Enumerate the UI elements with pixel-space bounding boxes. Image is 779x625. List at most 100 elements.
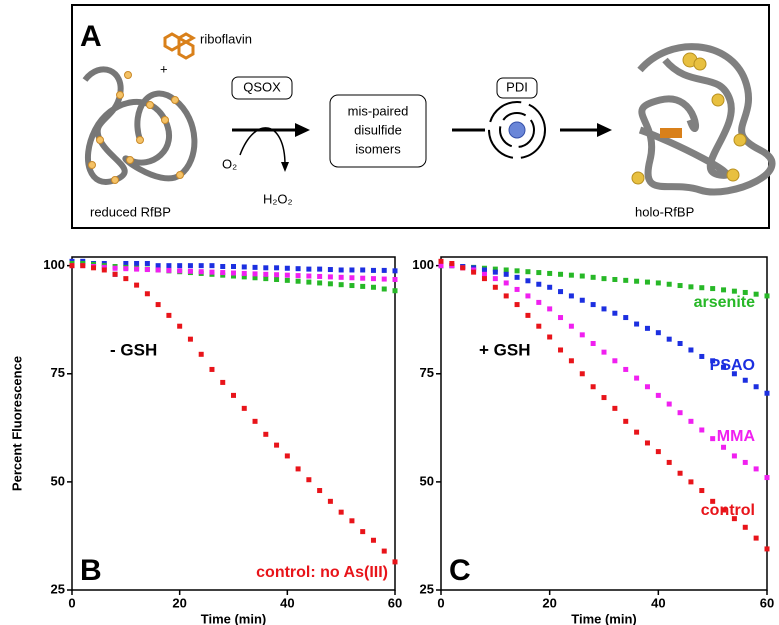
data-point xyxy=(525,312,531,318)
data-point xyxy=(677,283,683,289)
data-point xyxy=(601,395,607,401)
data-point xyxy=(306,273,312,279)
data-point xyxy=(370,284,376,290)
data-point xyxy=(481,267,487,273)
enzyme-label: QSOX xyxy=(243,79,281,94)
data-point xyxy=(764,293,770,299)
data-point xyxy=(514,286,520,292)
data-point xyxy=(306,266,312,272)
enzyme-box xyxy=(496,77,538,99)
data-point xyxy=(471,269,477,275)
riboflavin-icon xyxy=(163,32,197,60)
data-point xyxy=(666,336,672,342)
data-point xyxy=(306,477,312,483)
data-point xyxy=(764,475,770,481)
data-point xyxy=(381,286,387,292)
data-point xyxy=(123,276,129,282)
data-point xyxy=(568,358,574,364)
data-point xyxy=(655,280,661,286)
data-point xyxy=(134,260,140,266)
data-point xyxy=(274,272,280,278)
data-point xyxy=(634,429,640,435)
data-point xyxy=(481,271,487,277)
data-point xyxy=(317,273,323,279)
data-point xyxy=(612,310,618,316)
data-point xyxy=(514,268,520,274)
data-point xyxy=(252,418,258,424)
arrowhead xyxy=(295,123,310,137)
enzyme-label: PDI xyxy=(506,79,528,94)
data-point xyxy=(623,366,629,372)
data-point xyxy=(514,274,520,280)
data-point xyxy=(721,364,727,370)
data-point xyxy=(263,271,269,277)
data-point xyxy=(492,276,498,282)
data-point xyxy=(338,267,344,273)
data-point xyxy=(327,267,333,273)
data-point xyxy=(177,268,183,274)
x-tick-label: 60 xyxy=(760,595,774,610)
data-point xyxy=(349,267,355,273)
data-point xyxy=(327,281,333,287)
series-label: arsenite xyxy=(694,294,755,311)
data-point xyxy=(460,265,466,271)
y-tick-label: 25 xyxy=(51,581,65,596)
data-point xyxy=(634,278,640,284)
data-point xyxy=(252,264,258,270)
data-point xyxy=(503,271,509,277)
data-point xyxy=(525,293,531,299)
data-point xyxy=(536,270,542,276)
data-point xyxy=(536,281,542,287)
data-point xyxy=(514,302,520,308)
data-point xyxy=(220,272,226,278)
intermediate-line: isomers xyxy=(355,141,401,156)
x-tick-label: 0 xyxy=(68,595,75,610)
y-tick-label: 100 xyxy=(43,257,65,272)
data-point xyxy=(392,268,398,274)
data-point xyxy=(360,529,366,535)
data-point xyxy=(220,264,226,270)
y-tick-label: 75 xyxy=(420,365,434,380)
data-point xyxy=(481,276,487,282)
data-point xyxy=(155,302,161,308)
x-tick-label: 20 xyxy=(542,595,556,610)
data-point xyxy=(536,323,542,329)
cycle-arrow xyxy=(488,101,546,159)
data-point xyxy=(731,516,737,522)
x-axis-label: Time (min) xyxy=(201,611,267,625)
data-point xyxy=(623,418,629,424)
data-point xyxy=(187,263,193,269)
data-point xyxy=(536,299,542,305)
data-point xyxy=(338,282,344,288)
data-point xyxy=(612,405,618,411)
data-point xyxy=(601,349,607,355)
data-point xyxy=(742,459,748,465)
data-point xyxy=(558,347,564,353)
data-point xyxy=(558,315,564,321)
data-point xyxy=(198,269,204,275)
data-point xyxy=(69,263,75,269)
data-point xyxy=(644,279,650,285)
data-point xyxy=(134,282,140,288)
data-point xyxy=(241,405,247,411)
data-point xyxy=(274,265,280,271)
data-point xyxy=(177,263,183,269)
y-axis-label: Percent Fluorescence xyxy=(9,356,24,491)
side-arrow xyxy=(239,127,286,166)
data-point xyxy=(655,330,661,336)
data-point xyxy=(327,274,333,280)
data-point xyxy=(568,323,574,329)
data-point xyxy=(710,286,716,292)
data-point xyxy=(742,289,748,295)
y-tick-label: 75 xyxy=(51,365,65,380)
data-point xyxy=(547,306,553,312)
data-point xyxy=(370,537,376,543)
data-point xyxy=(688,418,694,424)
data-point xyxy=(558,271,564,277)
data-point xyxy=(338,509,344,515)
data-point xyxy=(590,274,596,280)
data-point xyxy=(349,518,355,524)
data-point xyxy=(623,315,629,321)
data-point xyxy=(699,285,705,291)
x-tick-label: 40 xyxy=(280,595,294,610)
